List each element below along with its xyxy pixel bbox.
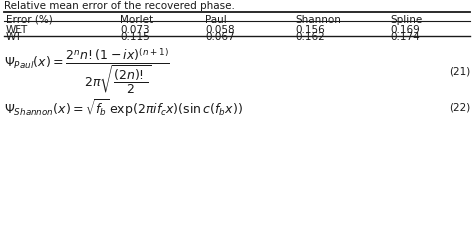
Text: 0.115: 0.115 — [120, 32, 150, 42]
Text: (21): (21) — [449, 66, 470, 76]
Text: Spline: Spline — [390, 15, 422, 25]
Text: 0.174: 0.174 — [390, 32, 420, 42]
Text: Relative mean error of the recovered phase.: Relative mean error of the recovered pha… — [4, 1, 235, 11]
Text: 0.156: 0.156 — [295, 25, 325, 35]
Text: Shannon: Shannon — [295, 15, 341, 25]
Text: WT: WT — [6, 32, 22, 42]
Text: 0.067: 0.067 — [205, 32, 235, 42]
Text: WFT: WFT — [6, 25, 28, 35]
Text: 0.162: 0.162 — [295, 32, 325, 42]
Text: 0.073: 0.073 — [120, 25, 150, 35]
Text: Error (%): Error (%) — [6, 15, 53, 25]
Text: Paul: Paul — [205, 15, 227, 25]
Text: 0.169: 0.169 — [390, 25, 420, 35]
Text: Morlet: Morlet — [120, 15, 153, 25]
Text: $\Psi_{\mathit{Paul}}(x) = \dfrac{2^n n!(1-ix)^{(n+1)}}{2\pi\sqrt{\dfrac{(2n)!}{: $\Psi_{\mathit{Paul}}(x) = \dfrac{2^n n!… — [4, 46, 170, 96]
Text: $\Psi_{\mathit{Shannon}}(x) = \sqrt{f_b}\,\exp(2\pi i f_c x)(\sin c(f_b x))$: $\Psi_{\mathit{Shannon}}(x) = \sqrt{f_b}… — [4, 97, 243, 119]
Text: 0.058: 0.058 — [205, 25, 235, 35]
Text: (22): (22) — [449, 103, 470, 113]
